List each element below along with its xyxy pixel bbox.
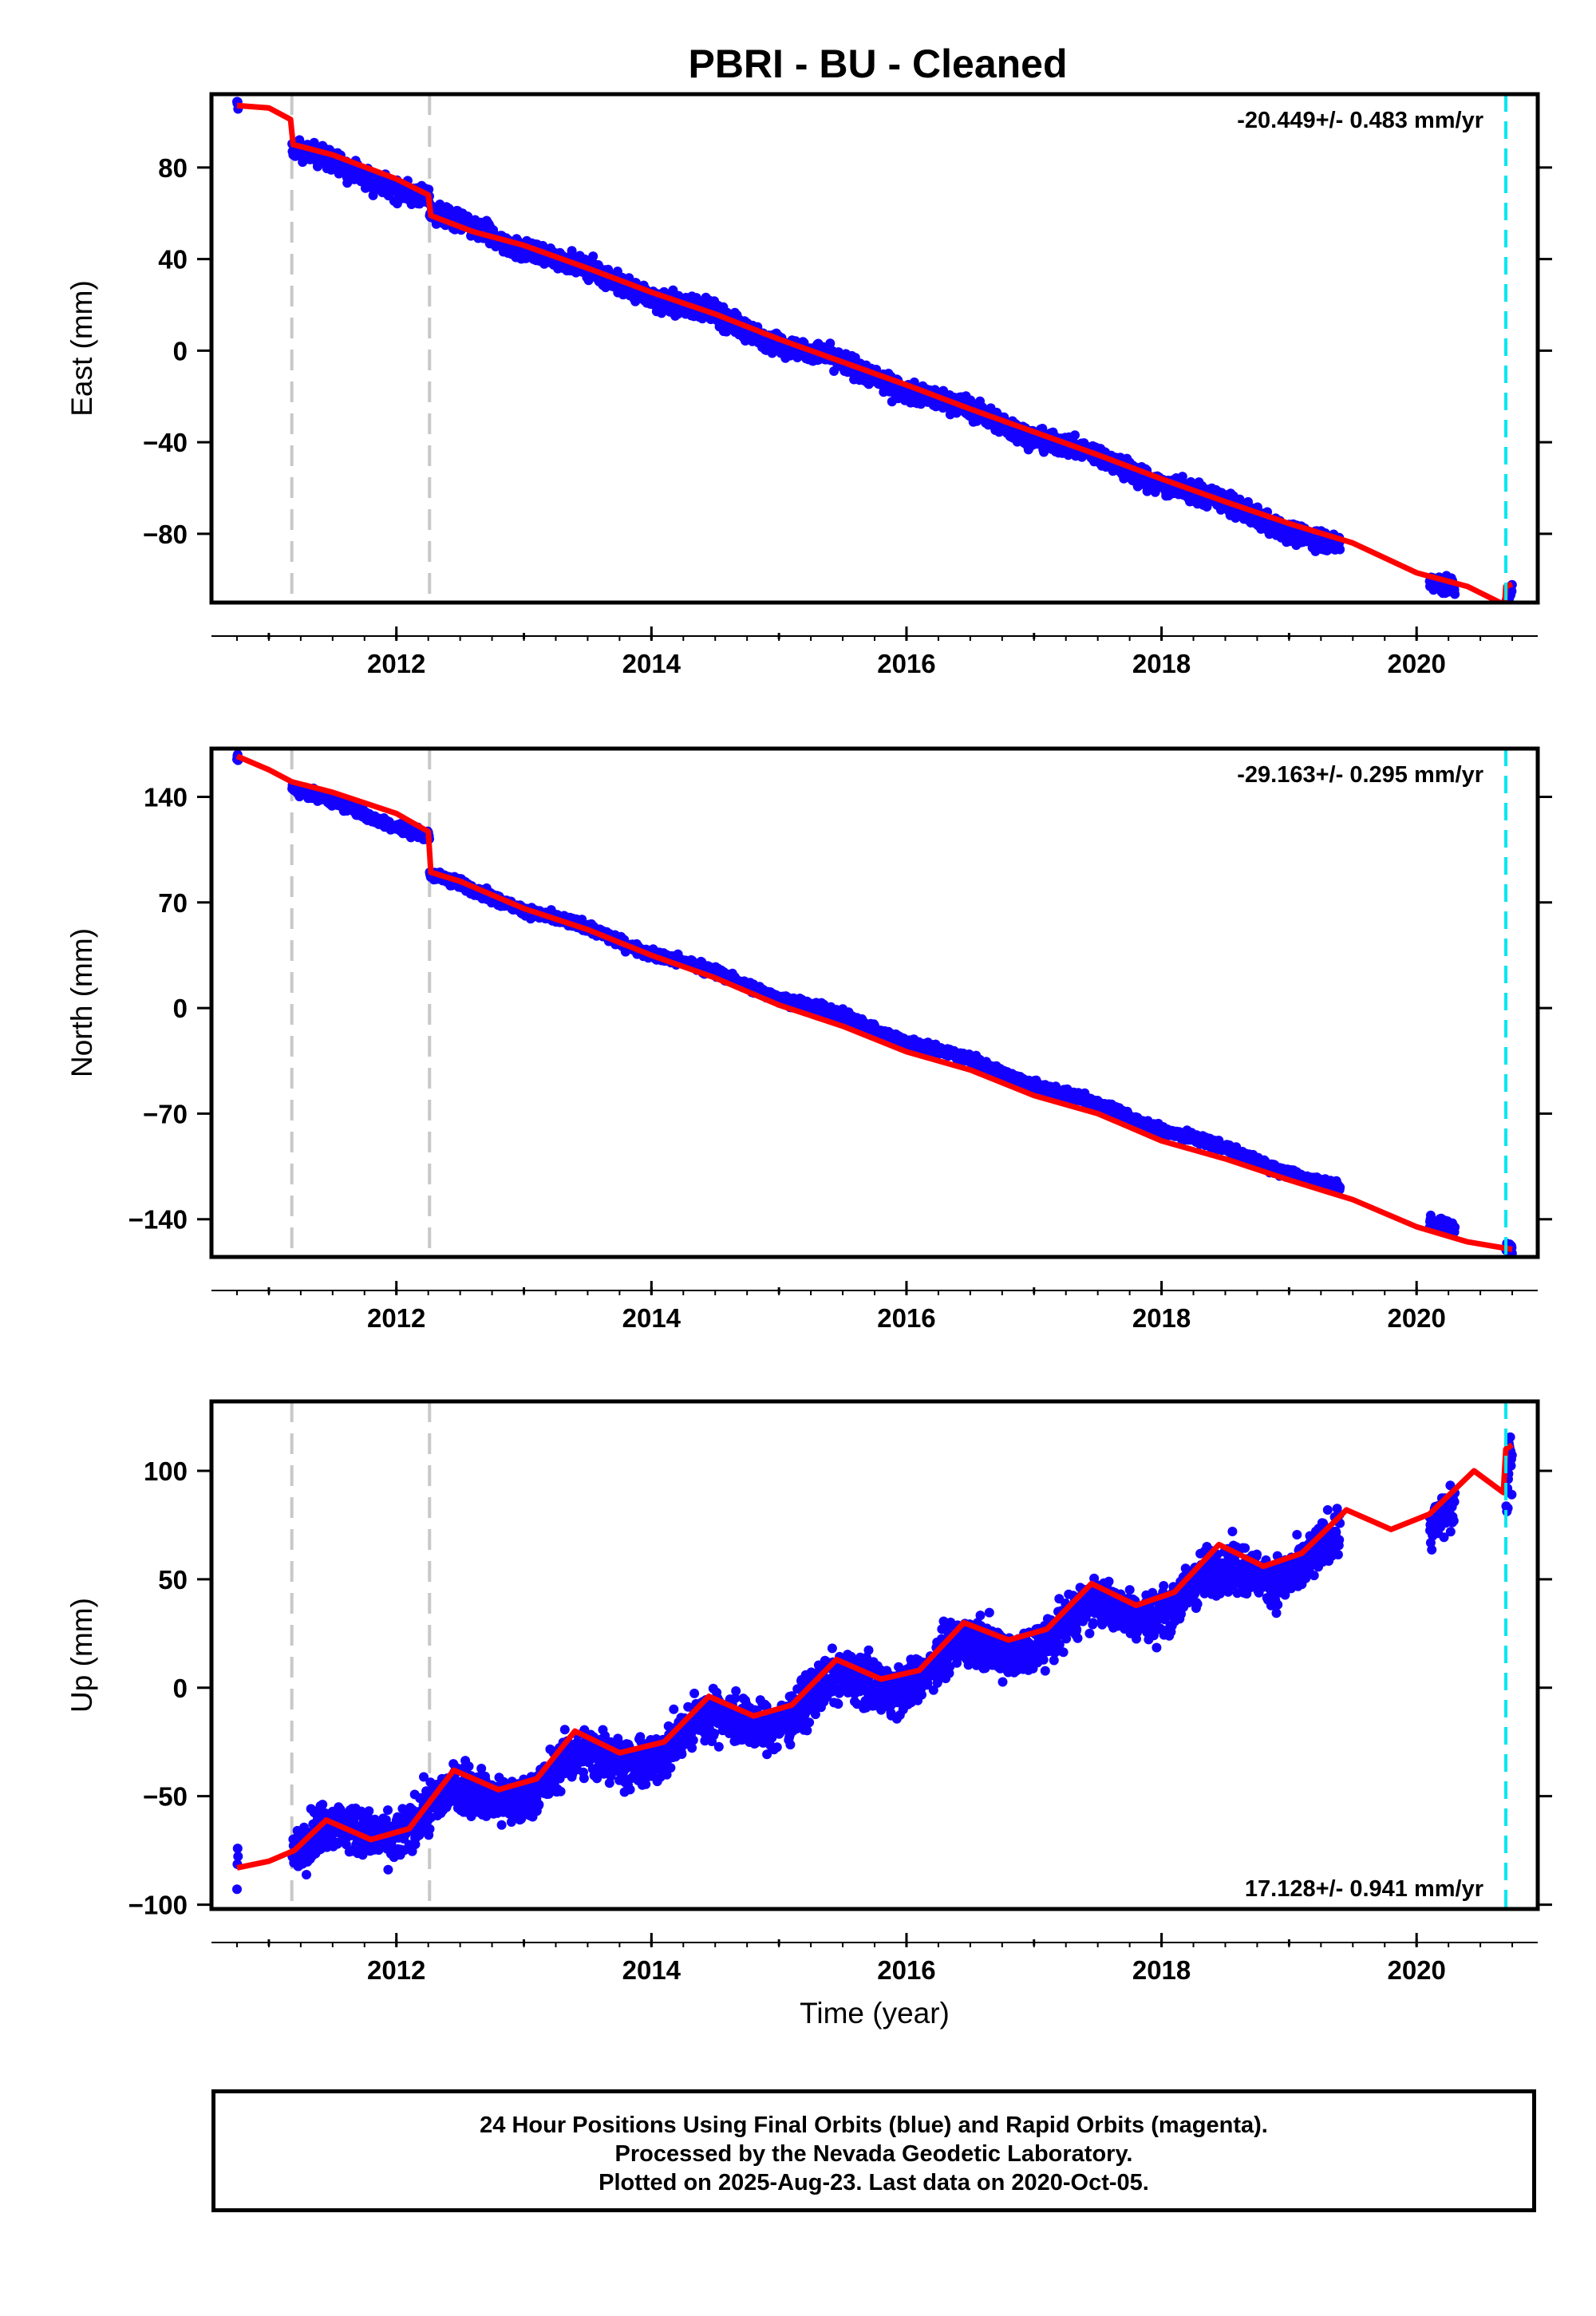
east-point (825, 338, 836, 349)
east-plot-area (232, 94, 1517, 622)
east-point (1503, 607, 1512, 617)
east-frame (209, 92, 1540, 605)
east-ytick-label: 80 (158, 153, 188, 183)
east-point (1070, 430, 1080, 441)
east-ytick-label: −40 (143, 428, 188, 457)
east-model-curve (236, 102, 1514, 603)
east-observations (232, 97, 1517, 622)
east-point (309, 137, 319, 148)
east-point (368, 190, 378, 200)
east-point (1450, 589, 1460, 599)
east-point (1503, 611, 1512, 620)
north-plot-area (232, 749, 1517, 1257)
east-point (588, 251, 598, 262)
east-point (1037, 424, 1048, 433)
east-xtick-label: 2012 (367, 649, 425, 678)
east-xtick-label: 2018 (1132, 649, 1191, 678)
panel-east: −80 −40 0 40 80 2012 2014 2016 2018 2020 East (mm)… (65, 92, 1552, 678)
east-xtick-label: 2016 (877, 649, 935, 678)
east-ytick-label: −80 (143, 520, 188, 549)
east-point (1503, 609, 1513, 619)
east-ytick-label: 40 (158, 245, 188, 275)
east-point (829, 366, 839, 376)
east-ytick-label: 0 (173, 336, 188, 366)
east-ylabel: East (mm) (65, 280, 98, 417)
north-observations (232, 749, 1517, 1257)
east-xtick-label: 2014 (622, 649, 681, 678)
east-point (1335, 544, 1345, 555)
east-point (1502, 612, 1511, 622)
east-xtick-label: 2020 (1387, 649, 1445, 678)
east-rate-label: -20.449+/- 0.483 mm/yr (1237, 108, 1483, 133)
chart-title: PBRI - BU - Cleaned (688, 41, 1067, 86)
